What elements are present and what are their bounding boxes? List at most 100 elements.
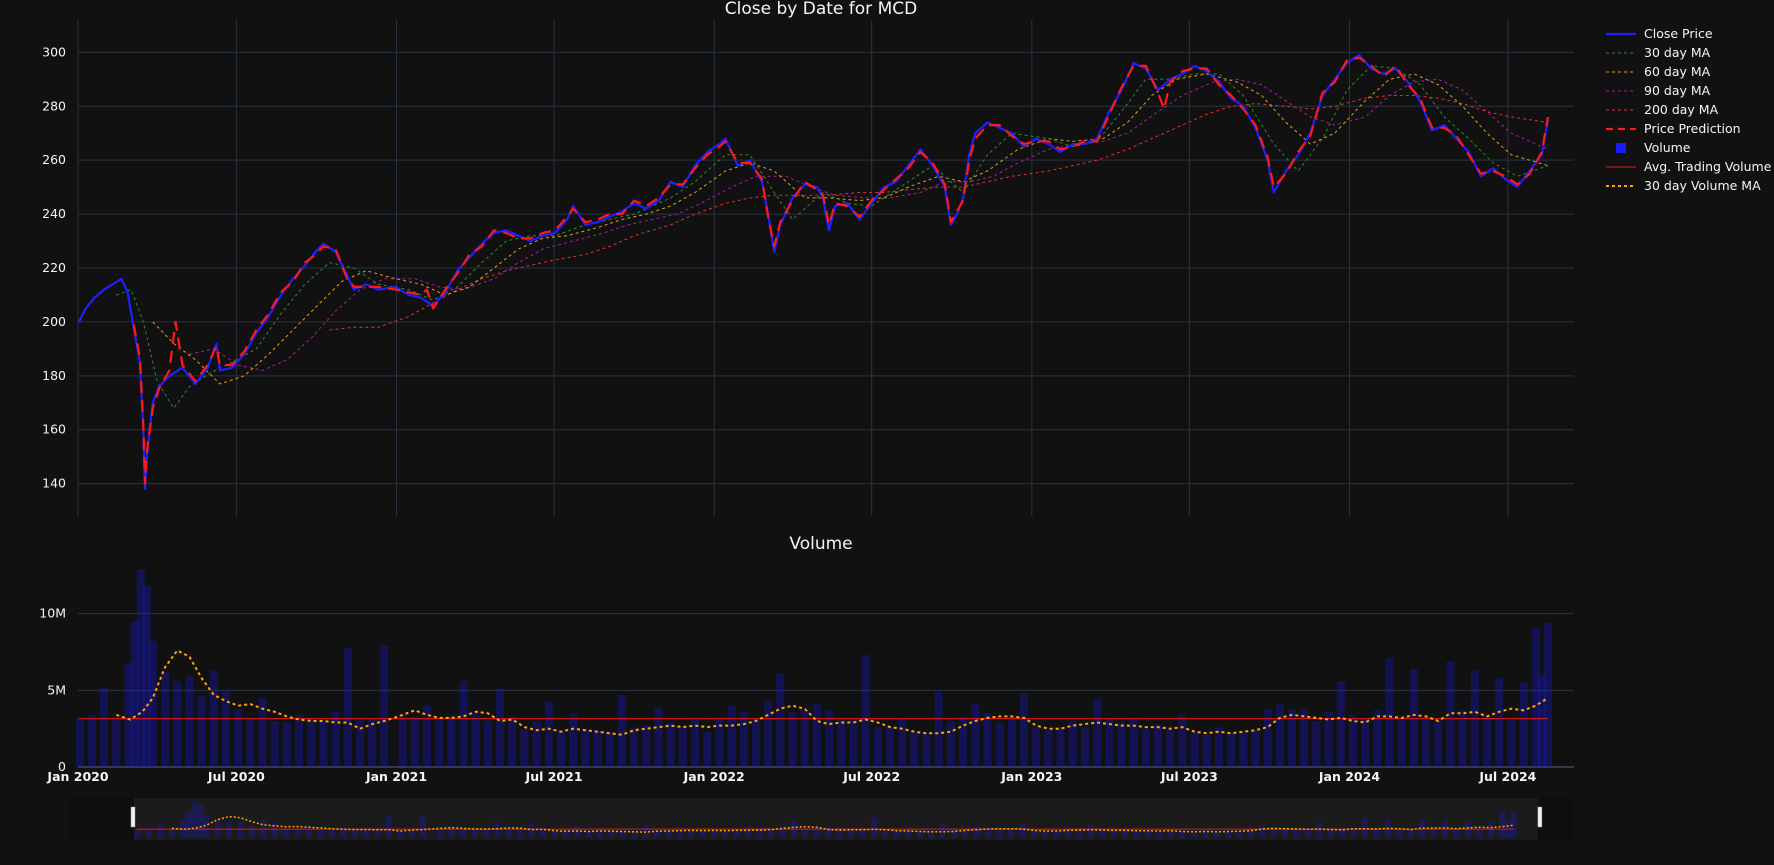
slider-bar-96 bbox=[1213, 831, 1220, 838]
legend-item-close-price[interactable]: Close Price bbox=[1606, 24, 1774, 43]
slider-bar-74 bbox=[962, 828, 969, 838]
volume-bar-56 bbox=[739, 711, 748, 767]
price-y-tick-3: 200 bbox=[42, 314, 66, 329]
range-slider-handle-right[interactable] bbox=[1537, 806, 1543, 828]
volume-bar-90 bbox=[1154, 724, 1163, 767]
volume-bar-8 bbox=[148, 641, 157, 767]
slider-bar-29 bbox=[448, 828, 455, 838]
legend-swatch-90-day-ma bbox=[1606, 90, 1636, 91]
slider-bar-91 bbox=[1156, 831, 1163, 838]
volume-bar-22 bbox=[319, 721, 328, 767]
slider-bar-31 bbox=[471, 828, 478, 838]
slider-bar-38 bbox=[551, 830, 558, 838]
legend-label: 200 day MA bbox=[1644, 102, 1719, 117]
range-slider-mask-right bbox=[1537, 798, 1574, 840]
slider-bar-82 bbox=[1053, 830, 1060, 838]
legend-item-volume[interactable]: Volume bbox=[1606, 138, 1774, 157]
slider-bar-42 bbox=[597, 828, 604, 838]
volume-y-tick-1: 5M bbox=[47, 682, 66, 697]
slider-bar-2 bbox=[157, 823, 164, 838]
legend-item-200-day-ma[interactable]: 200 day MA bbox=[1606, 100, 1774, 119]
volume-bar-105 bbox=[1336, 681, 1345, 767]
slider-bar-51 bbox=[699, 830, 706, 838]
volume-bar-23 bbox=[331, 711, 340, 767]
volume-bar-122 bbox=[1537, 675, 1546, 767]
volume-bar-45 bbox=[605, 731, 614, 767]
volume-bar-12 bbox=[197, 696, 206, 767]
slider-bar-16 bbox=[294, 828, 301, 838]
slider-bar-87 bbox=[1110, 829, 1117, 838]
legend-item-30-day-volume-ma[interactable]: 30 day Volume MA bbox=[1606, 176, 1774, 195]
x-tick-9: Jul 2024 bbox=[1478, 769, 1536, 784]
volume-bar-7 bbox=[142, 586, 151, 767]
volume-bar-111 bbox=[1409, 668, 1418, 767]
range-slider-mask-left bbox=[68, 798, 134, 840]
legend-item-avg-trading-volume[interactable]: Avg. Trading Volume bbox=[1606, 157, 1774, 176]
legend-item-price-prediction[interactable]: Price Prediction bbox=[1606, 119, 1774, 138]
volume-y-tick-2: 10M bbox=[39, 606, 66, 621]
volume-bar-41 bbox=[557, 730, 566, 767]
volume-bar-55 bbox=[727, 705, 736, 767]
volume-bar-52 bbox=[691, 719, 700, 767]
slider-bar-0 bbox=[134, 828, 141, 838]
legend-item-90-day-ma[interactable]: 90 day MA bbox=[1606, 81, 1774, 100]
price-y-tick-5: 240 bbox=[42, 206, 66, 221]
volume-bar-39 bbox=[532, 721, 541, 767]
legend: Close Price 30 day MA 60 day MA 90 day M… bbox=[1606, 24, 1774, 195]
slider-bar-117 bbox=[1453, 828, 1460, 838]
price-y-tick-6: 260 bbox=[42, 152, 66, 167]
volume-bar-78 bbox=[1007, 716, 1016, 767]
legend-swatch-price-prediction bbox=[1606, 127, 1636, 130]
price-y-tick-7: 280 bbox=[42, 98, 66, 113]
volume-bar-28 bbox=[398, 714, 407, 767]
volume-bar-75 bbox=[971, 704, 980, 767]
slider-bar-107 bbox=[1339, 829, 1346, 838]
volume-bar-82 bbox=[1056, 727, 1065, 767]
slider-bar-114 bbox=[1419, 818, 1426, 838]
slider-bar-100 bbox=[1259, 826, 1266, 838]
slider-bar-112 bbox=[1396, 828, 1403, 838]
slider-bar-53 bbox=[722, 831, 729, 838]
volume-bar-99 bbox=[1263, 708, 1272, 767]
volume-bar-50 bbox=[666, 722, 675, 767]
range-slider-handle-left[interactable] bbox=[130, 806, 136, 828]
slider-bar-3 bbox=[168, 829, 175, 838]
volume-bar-118 bbox=[1495, 678, 1504, 767]
volume-bar-44 bbox=[593, 730, 602, 767]
volume-bar-123 bbox=[1543, 622, 1552, 767]
volume-bar-5 bbox=[130, 621, 139, 767]
legend-item-30-day-ma[interactable]: 30 day MA bbox=[1606, 43, 1774, 62]
slider-bar-65 bbox=[859, 829, 866, 838]
slider-bar-78 bbox=[1008, 828, 1015, 838]
range-slider-track bbox=[68, 798, 1574, 840]
x-tick-6: Jan 2023 bbox=[1000, 769, 1062, 784]
volume-bar-16 bbox=[246, 717, 255, 767]
slider-bar-119 bbox=[1476, 829, 1483, 838]
slider-bar-76 bbox=[985, 828, 992, 838]
slider-bar-106 bbox=[1327, 828, 1334, 838]
legend-swatch-avg-trading-volume bbox=[1606, 166, 1636, 167]
range-slider[interactable] bbox=[68, 798, 1574, 840]
legend-item-60-day-ma[interactable]: 60 day MA bbox=[1606, 62, 1774, 81]
slider-bar-47 bbox=[654, 830, 661, 838]
slider-bar-71 bbox=[928, 831, 935, 838]
volume-bar-108 bbox=[1373, 710, 1382, 767]
slider-bar-5 bbox=[186, 811, 193, 838]
slider-bar-11 bbox=[237, 821, 244, 838]
volume-bar-53 bbox=[703, 731, 712, 767]
volume-lines bbox=[78, 649, 1549, 736]
slider-bar-113 bbox=[1407, 829, 1414, 838]
volume-bar-80 bbox=[1032, 727, 1041, 767]
volume-bar-59 bbox=[776, 673, 785, 767]
slider-bar-14 bbox=[271, 823, 278, 838]
slider-bar-23 bbox=[374, 827, 381, 838]
slider-bar-49 bbox=[676, 827, 683, 838]
slider-bar-120 bbox=[1487, 822, 1494, 838]
volume-bar-34 bbox=[471, 713, 480, 767]
slider-bar-44 bbox=[619, 831, 626, 838]
volume-bar-61 bbox=[800, 710, 809, 767]
x-tick-7: Jul 2023 bbox=[1160, 769, 1218, 784]
slider-bar-56 bbox=[756, 827, 763, 838]
slider-bar-21 bbox=[351, 829, 358, 838]
slider-bar-93 bbox=[1179, 831, 1186, 838]
